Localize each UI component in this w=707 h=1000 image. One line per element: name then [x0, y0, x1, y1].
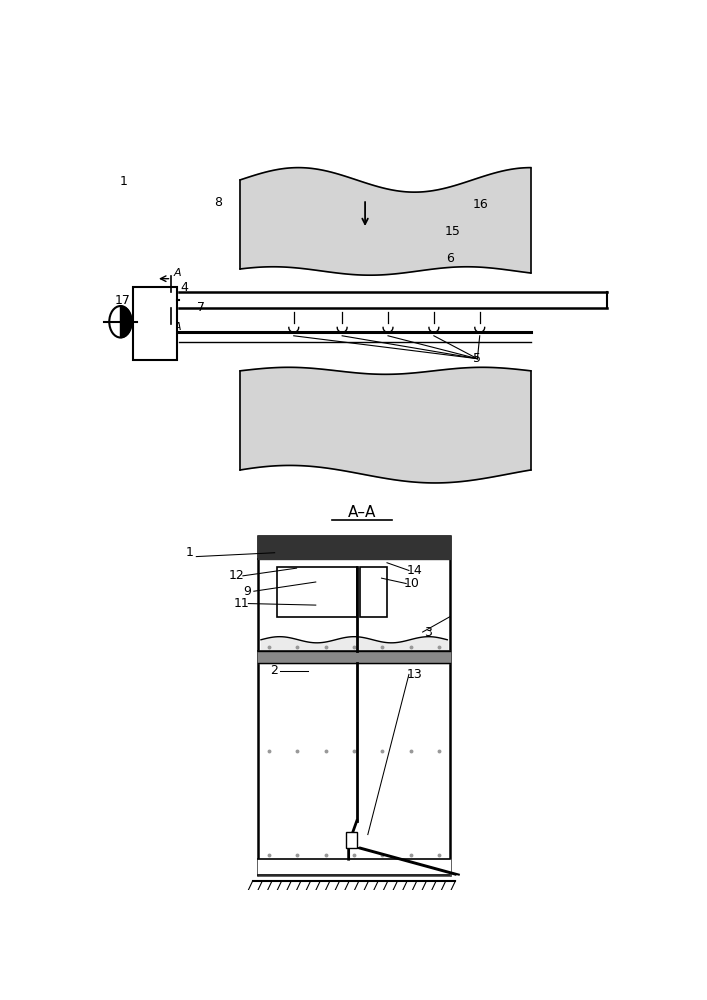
Bar [133, 287, 177, 360]
Text: 3: 3 [424, 626, 432, 639]
Polygon shape [240, 367, 531, 483]
Bar [360, 567, 387, 617]
Bar [346, 832, 357, 848]
Text: 4: 4 [180, 281, 188, 294]
Polygon shape [258, 536, 450, 559]
Text: 17: 17 [115, 294, 131, 307]
Text: 1: 1 [120, 175, 128, 188]
Text: A–A: A–A [348, 505, 377, 520]
Text: 10: 10 [404, 577, 419, 590]
Polygon shape [258, 651, 450, 663]
Wedge shape [120, 306, 132, 338]
Text: A: A [174, 268, 181, 278]
Polygon shape [240, 168, 531, 275]
Text: 13: 13 [407, 668, 422, 681]
Text: 11: 11 [234, 597, 250, 610]
Text: 2: 2 [269, 664, 278, 677]
Text: 1: 1 [186, 546, 194, 559]
Polygon shape [258, 859, 450, 875]
Text: 12: 12 [228, 569, 244, 582]
Text: 5: 5 [474, 352, 481, 365]
Text: 7: 7 [197, 301, 205, 314]
Text: A: A [174, 322, 181, 332]
Text: 15: 15 [445, 225, 461, 238]
Circle shape [110, 306, 132, 338]
Text: 9: 9 [243, 585, 251, 598]
Text: 16: 16 [472, 198, 488, 211]
Text: 6: 6 [446, 252, 454, 265]
Text: 8: 8 [214, 196, 222, 209]
Bar [277, 567, 357, 617]
Text: 14: 14 [407, 564, 422, 577]
Bar [258, 536, 450, 875]
